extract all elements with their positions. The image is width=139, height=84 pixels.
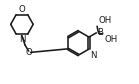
Text: O: O <box>26 48 33 57</box>
Text: B: B <box>97 28 103 37</box>
Text: N: N <box>19 35 25 44</box>
Text: O: O <box>18 5 25 14</box>
Text: N: N <box>90 51 96 60</box>
Text: OH: OH <box>104 35 118 44</box>
Text: OH: OH <box>99 16 112 25</box>
